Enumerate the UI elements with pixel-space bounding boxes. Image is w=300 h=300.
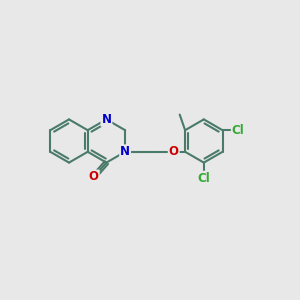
Text: O: O (169, 145, 179, 158)
Text: O: O (89, 170, 99, 184)
Text: N: N (120, 145, 130, 158)
Text: Cl: Cl (197, 172, 210, 185)
Text: N: N (101, 113, 111, 126)
Text: Cl: Cl (232, 124, 244, 137)
